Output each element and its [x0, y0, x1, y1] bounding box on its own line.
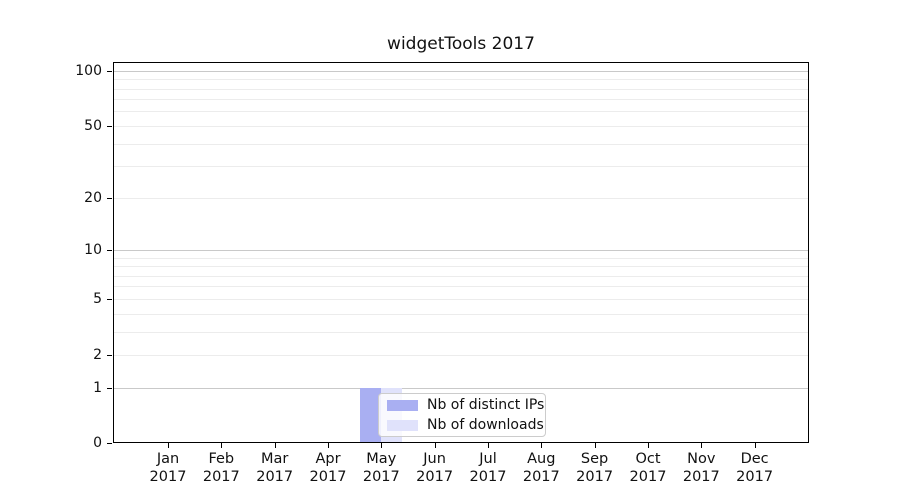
legend-swatch-downloads	[387, 419, 418, 431]
x-axis-tick	[434, 443, 436, 448]
x-axis-tick-label: Jul 2017	[469, 451, 507, 485]
minor-gridline	[114, 331, 808, 333]
minor-gridline	[114, 257, 808, 259]
x-axis-tick-label: Sep 2017	[576, 451, 614, 485]
y-axis-tick-label: 2	[93, 346, 102, 363]
major-gridline	[114, 249, 808, 251]
x-axis-tick-label: Feb 2017	[202, 451, 240, 485]
y-axis-tick-label: 0	[93, 434, 102, 451]
x-axis-tick	[221, 443, 223, 448]
y-axis-tick-label: 5	[93, 290, 102, 307]
bar-distinct-ips	[360, 387, 382, 442]
legend-swatch-distinct-ips	[387, 399, 418, 411]
major-gridline	[114, 70, 808, 72]
x-axis-tick	[168, 443, 169, 448]
x-axis-tick-label: Apr 2017	[309, 451, 347, 485]
legend: Nb of distinct IPs Nb of downloads	[378, 393, 546, 437]
minor-gridline	[114, 79, 808, 81]
minor-gridline	[114, 99, 808, 101]
plot-area	[113, 62, 809, 443]
legend-row-distinct-ips: Nb of distinct IPs	[379, 396, 545, 414]
minor-gridline	[114, 143, 808, 145]
y-axis-tick-label: 50	[84, 117, 102, 134]
x-axis-tick	[541, 443, 543, 448]
y-axis-tick	[107, 197, 112, 199]
y-axis-tick	[107, 298, 112, 300]
minor-gridline	[114, 125, 808, 127]
x-axis-tick	[754, 443, 756, 448]
x-axis-tick-label: May 2017	[362, 451, 400, 485]
x-axis-tick	[381, 443, 383, 448]
minor-gridline	[114, 354, 808, 356]
x-axis-tick-label: Dec 2017	[736, 451, 774, 485]
y-axis-tick	[107, 354, 112, 356]
y-axis-tick	[107, 125, 112, 127]
minor-gridline	[114, 313, 808, 315]
y-axis-tick-label: 100	[75, 62, 102, 79]
minor-gridline	[114, 298, 808, 300]
x-axis-tick	[594, 443, 596, 448]
x-axis-tick	[701, 443, 703, 448]
minor-gridline	[114, 88, 808, 90]
minor-gridline	[114, 197, 808, 199]
x-axis-tick	[328, 443, 329, 448]
y-axis-tick	[107, 70, 112, 72]
chart-title: widgetTools 2017	[387, 34, 535, 54]
major-gridline	[114, 387, 808, 389]
x-axis-tick-label: Oct 2017	[629, 451, 667, 485]
x-axis-tick-label: Jan 2017	[149, 451, 187, 485]
legend-label-distinct-ips: Nb of distinct IPs	[427, 397, 545, 413]
minor-gridline	[114, 111, 808, 113]
x-axis-tick-label: Nov 2017	[682, 451, 720, 485]
x-axis-tick	[488, 443, 489, 448]
minor-gridline	[114, 266, 808, 267]
minor-gridline	[114, 166, 808, 168]
x-axis-tick-label: Mar 2017	[256, 451, 294, 485]
y-axis-tick-label: 1	[93, 379, 102, 396]
y-axis-tick	[107, 442, 112, 444]
x-axis-tick	[648, 443, 649, 448]
y-axis-tick	[107, 387, 112, 389]
x-axis-tick-label: Aug 2017	[522, 451, 560, 485]
y-axis-tick-label: 20	[84, 189, 102, 206]
legend-row-downloads: Nb of downloads	[379, 416, 545, 434]
legend-label-downloads: Nb of downloads	[427, 417, 544, 433]
minor-gridline	[114, 286, 808, 288]
x-axis-tick	[274, 443, 276, 448]
minor-gridline	[114, 275, 808, 277]
y-axis-tick	[107, 249, 112, 251]
y-axis-tick-label: 10	[84, 241, 102, 258]
x-axis-tick-label: Jun 2017	[416, 451, 454, 485]
